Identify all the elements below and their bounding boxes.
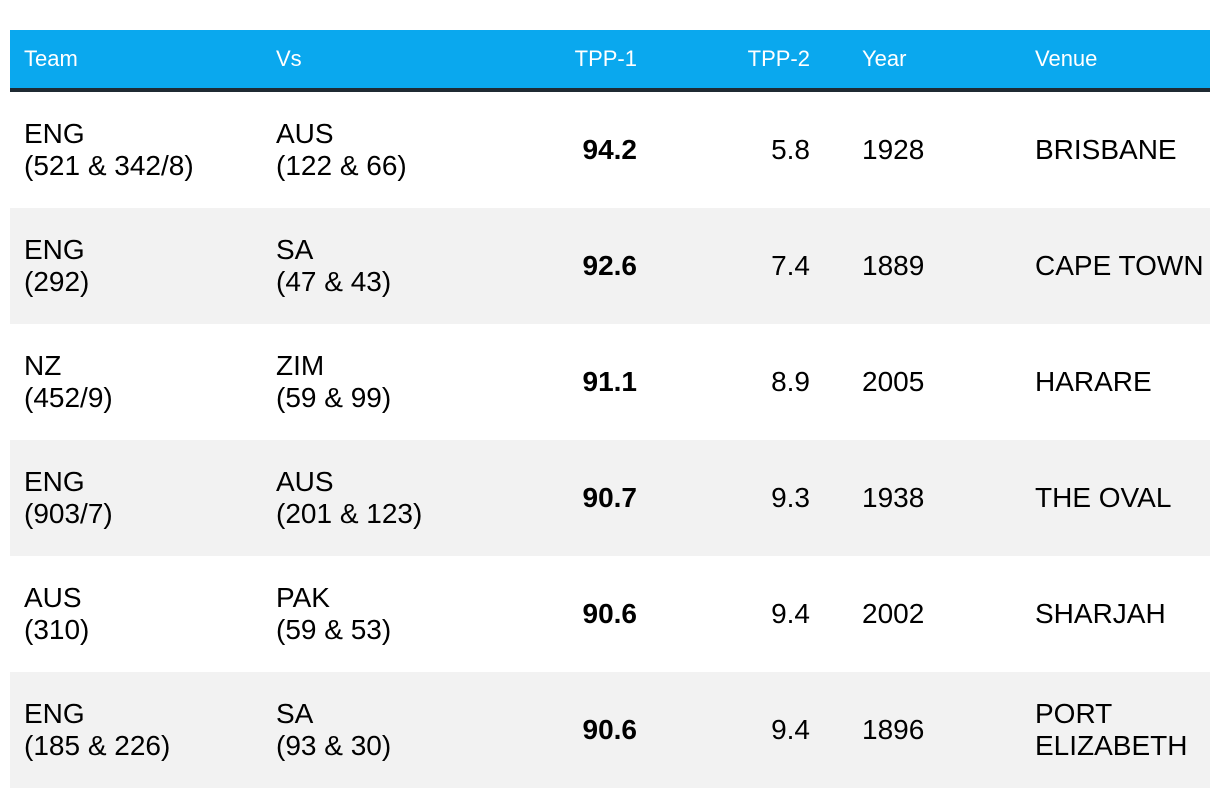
table-row: AUS (310) PAK (59 & 53) 90.6 9.4 2002 SHARJAH [10, 556, 1210, 672]
team-score: (310) [24, 614, 90, 645]
table-row: ENG (292) SA (47 & 43) 92.6 7.4 1889 CAPE TOWN [10, 208, 1210, 324]
tpp1-value: 94.2 [582, 134, 638, 165]
team-cell: ENG (521 & 342/8) [24, 118, 194, 182]
team-cell: AUS (310) [24, 582, 89, 646]
header-vs: Vs [276, 46, 302, 71]
tpp2-value: 8.9 [771, 366, 810, 397]
venue-line: CAPE TOWN [1035, 250, 1204, 281]
results-table: Team Vs TPP-1 TPP-2 Year Venue ENG (521 &… [10, 30, 1210, 788]
opponent-name: SA [276, 234, 314, 265]
team-name: ENG [24, 118, 85, 149]
tpp1-value: 90.6 [582, 714, 638, 745]
venue-cell: SHARJAH [1035, 598, 1166, 630]
venue-line: PORT [1035, 698, 1113, 729]
venue-line: HARARE [1035, 366, 1152, 397]
team-name: ENG [24, 698, 85, 729]
tpp2-value: 7.4 [771, 250, 810, 281]
opponent-cell: SA (93 & 30) [276, 698, 391, 762]
table-row: NZ (452/9) ZIM (59 & 99) 91.1 8.9 2005 HARARE [10, 324, 1210, 440]
header-tpp2: TPP-2 [747, 46, 810, 71]
table-row: ENG (185 & 226) SA (93 & 30) 90.6 9.4 1896 PORT… [10, 672, 1210, 788]
opponent-score: (59 & 53) [276, 614, 392, 645]
header-team: Team [24, 46, 78, 71]
year-value: 1889 [862, 250, 925, 281]
tpp1-value: 92.6 [582, 250, 638, 281]
team-score: (521 & 342/8) [24, 150, 194, 181]
opponent-score: (122 & 66) [276, 150, 407, 181]
year-value: 1928 [862, 134, 925, 165]
opponent-name: PAK [276, 582, 330, 613]
opponent-score: (47 & 43) [276, 266, 392, 297]
tpp1-value: 91.1 [582, 366, 638, 397]
header-divider [10, 88, 1210, 92]
year-value: 2005 [862, 366, 925, 397]
opponent-cell: ZIM (59 & 99) [276, 350, 391, 414]
tpp2-value: 9.4 [771, 598, 810, 629]
opponent-score: (93 & 30) [276, 730, 392, 761]
tpp2-value: 9.3 [771, 482, 810, 513]
opponent-score: (59 & 99) [276, 382, 392, 413]
table-row: ENG (521 & 342/8) AUS (122 & 66) 94.2 5.8 1928… [10, 92, 1210, 208]
header-year: Year [862, 46, 907, 71]
year-value: 2002 [862, 598, 925, 629]
opponent-cell: PAK (59 & 53) [276, 582, 391, 646]
opponent-name: AUS [276, 466, 334, 497]
team-score: (903/7) [24, 498, 113, 529]
tpp2-value: 9.4 [771, 714, 810, 745]
opponent-name: AUS [276, 118, 334, 149]
table-body: ENG (521 & 342/8) AUS (122 & 66) 94.2 5.8 1928… [10, 92, 1210, 788]
tpp2-value: 5.8 [771, 134, 810, 165]
team-score: (185 & 226) [24, 730, 171, 761]
tpp1-value: 90.6 [582, 598, 638, 629]
opponent-name: SA [276, 698, 314, 729]
team-name: ENG [24, 466, 85, 497]
venue-line: ELIZABETH [1035, 730, 1188, 761]
header-tpp1: TPP-1 [574, 46, 637, 71]
venue-cell: THE OVAL [1035, 482, 1171, 514]
table-header: Team Vs TPP-1 TPP-2 Year Venue [10, 30, 1210, 88]
year-value: 1938 [862, 482, 925, 513]
team-name: ENG [24, 234, 85, 265]
venue-cell: BRISBANE [1035, 134, 1177, 166]
opponent-cell: AUS (122 & 66) [276, 118, 407, 182]
team-score: (292) [24, 266, 90, 297]
team-cell: ENG (185 & 226) [24, 698, 170, 762]
opponent-cell: AUS (201 & 123) [276, 466, 422, 530]
team-cell: ENG (292) [24, 234, 89, 298]
team-cell: ENG (903/7) [24, 466, 113, 530]
venue-cell: HARARE [1035, 366, 1152, 398]
venue-cell: CAPE TOWN [1035, 250, 1204, 282]
opponent-score: (201 & 123) [276, 498, 423, 529]
header-venue: Venue [1035, 46, 1098, 71]
table-row: ENG (903/7) AUS (201 & 123) 90.7 9.3 1938 THE O… [10, 440, 1210, 556]
venue-line: THE OVAL [1035, 482, 1172, 513]
year-value: 1896 [862, 714, 925, 745]
team-score: (452/9) [24, 382, 113, 413]
venue-line: SHARJAH [1035, 598, 1166, 629]
team-cell: NZ (452/9) [24, 350, 113, 414]
opponent-cell: SA (47 & 43) [276, 234, 391, 298]
venue-cell: PORT ELIZABETH [1035, 698, 1187, 762]
team-name: NZ [24, 350, 62, 381]
team-name: AUS [24, 582, 82, 613]
venue-line: BRISBANE [1035, 134, 1177, 165]
opponent-name: ZIM [276, 350, 325, 381]
tpp1-value: 90.7 [582, 482, 638, 513]
